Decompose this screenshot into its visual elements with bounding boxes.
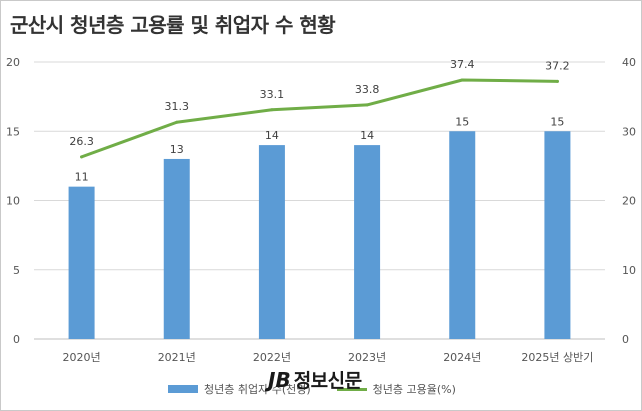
watermark-logo: JB 정보신문: [268, 366, 362, 393]
legend-label-bar: 청년층 취업자 수(천명): [204, 383, 311, 396]
line-data-label: 37.4: [450, 58, 475, 71]
bar-data-label: 15: [455, 115, 469, 128]
legend-item-line: 청년층 고용율(%): [336, 381, 456, 397]
y-right-tick-label: 0: [622, 333, 629, 346]
y-right-tick-label: 30: [622, 125, 636, 138]
line-data-label: 26.3: [69, 135, 94, 148]
legend-swatch-line: [336, 387, 367, 391]
y-left-tick-label: 10: [6, 195, 20, 208]
y-left-tick-label: 20: [6, 56, 20, 69]
bar-series: [68, 131, 571, 339]
y-right-tick-label: 10: [622, 264, 636, 277]
axis-ticks: 0 5 10 15 20 0 10 20 30 40 2020년 2021년 2022년 2023년 202…: [6, 56, 636, 364]
line-point: [270, 108, 274, 112]
x-tick-label: 2021년: [158, 351, 196, 364]
bar-data-label: 11: [75, 171, 89, 184]
bar: [544, 131, 571, 339]
line-point: [365, 103, 369, 107]
line-data-label: 33.1: [260, 88, 285, 101]
x-tick-label: 2020년: [63, 351, 101, 364]
watermark-mark: JB: [268, 367, 291, 392]
legend-label-line: 청년층 고용율(%): [372, 383, 456, 396]
x-tick-label: 2022년: [253, 351, 291, 364]
gridlines: [34, 61, 605, 340]
line-data-label: 33.8: [355, 83, 380, 96]
x-tick-label: 2024년: [443, 351, 481, 364]
chart-title: 군산시 청년층 고용률 및 취업자 수 현황: [10, 13, 336, 37]
line-point: [460, 78, 464, 82]
bar: [449, 131, 476, 339]
line-point: [80, 155, 84, 159]
bar: [258, 145, 285, 339]
legend-swatch-bar: [168, 385, 198, 393]
y-right-tick-label: 40: [622, 56, 636, 69]
line-point: [555, 79, 559, 83]
legend-item-bar: 청년층 취업자 수(천명): [168, 381, 311, 397]
y-left-tick-label: 15: [6, 125, 20, 138]
bar: [163, 158, 190, 339]
y-right-tick-label: 20: [622, 195, 636, 208]
y-left-tick-label: 5: [13, 264, 20, 277]
bar-data-label: 14: [360, 129, 374, 142]
bar-data-label: 14: [265, 129, 279, 142]
legend: 청년층 취업자 수(천명) 청년층 고용율(%): [168, 381, 456, 397]
line-data-label: 31.3: [165, 100, 190, 113]
line-path: [80, 78, 559, 159]
bar-data-label: 13: [170, 143, 184, 156]
bar: [354, 145, 381, 339]
line-series: [80, 78, 559, 159]
line-data-label: 37.2: [545, 59, 570, 72]
line-point: [175, 120, 179, 124]
y-left-tick-label: 0: [13, 333, 20, 346]
watermark-text: 정보신문: [293, 370, 362, 392]
data-labels: 11 13 14 14 15 15 26.3 31.3 33.1 33.8 37.4 37.2: [69, 58, 569, 184]
x-tick-label: 2023년: [348, 351, 386, 364]
bar-data-label: 15: [550, 115, 564, 128]
bar: [68, 186, 95, 339]
x-tick-label: 2025년 상반기: [521, 351, 593, 364]
